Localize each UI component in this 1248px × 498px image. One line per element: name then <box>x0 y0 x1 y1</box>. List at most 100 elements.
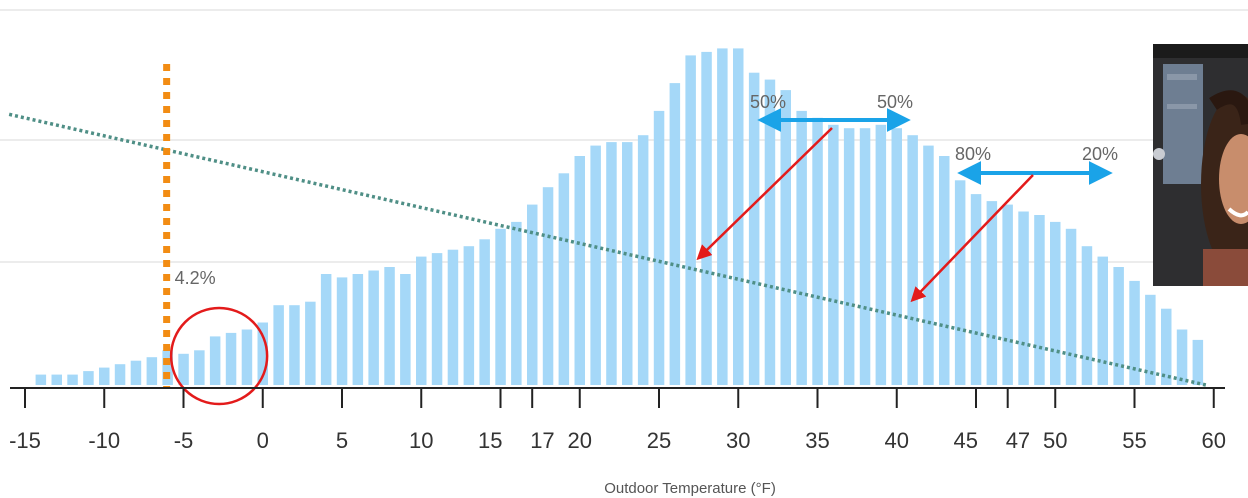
bar <box>384 267 395 385</box>
bar <box>558 173 570 385</box>
bar <box>685 55 696 386</box>
bar <box>431 253 443 385</box>
bar <box>590 145 601 385</box>
x-tick-label: 5 <box>336 428 348 453</box>
bar <box>796 110 807 386</box>
bar <box>83 371 94 385</box>
bar <box>35 374 47 385</box>
person-photo-icon <box>1153 44 1248 286</box>
bar <box>416 256 427 385</box>
bar <box>527 204 538 385</box>
bar <box>939 156 950 385</box>
x-tick-label: 60 <box>1202 428 1226 453</box>
split-left-label: 80% <box>955 144 991 164</box>
bar <box>622 142 633 385</box>
bar <box>542 187 554 385</box>
bar <box>241 329 253 385</box>
bar <box>1050 221 1061 385</box>
bar <box>1113 267 1124 385</box>
bar <box>875 124 887 386</box>
bar <box>320 274 332 385</box>
x-axis-title: Outdoor Temperature (°F) <box>604 480 776 497</box>
pointer-arrow <box>910 174 1034 303</box>
x-tick-label: 0 <box>257 428 269 453</box>
bar <box>273 305 284 385</box>
bar <box>764 79 776 385</box>
trend-line <box>8 112 1207 387</box>
bar <box>479 239 490 385</box>
highlight-circle <box>169 306 269 406</box>
bar <box>653 110 665 386</box>
bar <box>1065 228 1077 385</box>
bar <box>368 270 379 385</box>
bar <box>812 117 823 386</box>
bar <box>130 360 142 385</box>
x-tick-label: 20 <box>568 428 592 453</box>
bar <box>970 194 982 385</box>
bar <box>1145 294 1156 385</box>
bar <box>114 364 126 385</box>
bar <box>954 180 966 385</box>
bar <box>495 228 506 385</box>
bar <box>67 374 78 385</box>
bar <box>209 336 221 385</box>
bar <box>859 128 871 385</box>
bar <box>162 350 173 385</box>
bar <box>1018 211 1029 385</box>
bar <box>907 135 918 385</box>
x-tick-label: 17 <box>530 428 554 453</box>
bar <box>986 201 998 385</box>
split-left-label: 50% <box>750 92 786 112</box>
bar <box>225 332 237 385</box>
bar <box>463 246 475 385</box>
bar <box>923 145 934 385</box>
x-tick-label: -10 <box>88 428 120 453</box>
bar <box>1161 308 1172 385</box>
bar <box>1176 329 1188 385</box>
x-tick-label: 10 <box>409 428 433 453</box>
bar <box>257 322 268 385</box>
x-tick-label: -15 <box>9 428 41 453</box>
bar <box>780 90 791 385</box>
bar <box>1081 246 1093 385</box>
bar <box>99 367 110 385</box>
bar <box>178 353 189 385</box>
x-tick-label: -5 <box>174 428 194 453</box>
bar <box>717 48 728 386</box>
bar <box>146 357 158 385</box>
bar <box>1129 280 1140 385</box>
bar <box>891 128 902 385</box>
bar <box>574 156 585 385</box>
bar <box>637 135 649 385</box>
threshold-label: 4.2% <box>175 268 216 288</box>
bar <box>733 48 744 386</box>
x-tick-label: 55 <box>1122 428 1146 453</box>
bar <box>447 249 459 385</box>
bar <box>701 51 712 386</box>
presenter-photo <box>1153 44 1248 286</box>
bar <box>828 124 839 386</box>
x-tick-label: 15 <box>478 428 502 453</box>
bar <box>336 277 348 385</box>
x-tick-label: 25 <box>647 428 671 453</box>
split-right-label: 20% <box>1082 144 1118 164</box>
bar <box>1192 339 1204 385</box>
bar <box>51 374 62 385</box>
x-tick-label: 30 <box>726 428 750 453</box>
bar <box>748 72 760 385</box>
bar <box>843 128 855 385</box>
split-right-label: 50% <box>877 92 913 112</box>
bar <box>511 221 522 385</box>
bar <box>352 274 364 385</box>
x-tick-label: 40 <box>885 428 909 453</box>
bar <box>400 274 411 385</box>
bar <box>1097 256 1108 385</box>
bar <box>606 142 617 385</box>
bar <box>1034 215 1045 385</box>
x-tick-label: 45 <box>954 428 978 453</box>
bar <box>669 83 681 385</box>
bar <box>289 305 300 385</box>
x-tick-label: 35 <box>805 428 829 453</box>
x-tick-label: 50 <box>1043 428 1067 453</box>
